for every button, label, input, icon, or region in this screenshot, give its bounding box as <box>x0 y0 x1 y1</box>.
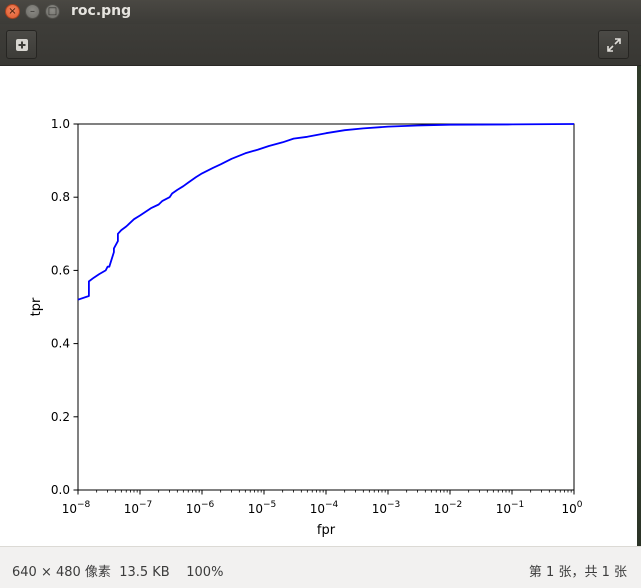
maximize-icon: □ <box>47 5 58 17</box>
x-tick-label: 10−1 <box>496 500 525 516</box>
y-tick-label: 0.8 <box>51 190 70 204</box>
x-tick-label: 10−2 <box>434 500 463 516</box>
image-position: 第 1 张，共 1 张 <box>528 565 627 580</box>
x-tick-label: 100 <box>561 500 582 516</box>
y-axis-label: tpr <box>29 297 44 316</box>
x-axis-label: fpr <box>317 523 336 538</box>
image-viewport[interactable]: 10−8 10−7 10−6 10−5 10−4 10−3 10−2 10−1 100 0.0 0.… <box>0 66 637 546</box>
minimize-icon: – <box>30 5 35 17</box>
background-window-edge <box>637 66 641 546</box>
image-properties-icon <box>15 38 28 51</box>
roc-chart: 10−8 10−7 10−6 10−5 10−4 10−3 10−2 10−1 100 0.0 0.… <box>29 117 583 538</box>
image-dimensions: 640 × 480 像素 <box>12 565 111 580</box>
fullscreen-button[interactable] <box>598 30 629 59</box>
roc-curve-line <box>77 123 575 301</box>
image-properties-button[interactable] <box>6 30 37 59</box>
close-icon: × <box>8 5 17 17</box>
status-info: 640 × 480 像素 13.5 KB 100% <box>12 561 223 580</box>
y-tick-label: 0.2 <box>51 410 70 424</box>
x-tick-label: 10−8 <box>62 500 91 516</box>
minimize-window-button[interactable]: – <box>25 4 40 19</box>
file-size: 13.5 KB <box>119 565 170 580</box>
y-tick-label: 1.0 <box>51 117 70 131</box>
window-titlebar: × – □ roc.png <box>0 0 641 24</box>
x-tick-label: 10−7 <box>124 500 153 516</box>
fullscreen-icon <box>606 37 621 52</box>
status-bar: 640 × 480 像素 13.5 KB 100% 第 1 张，共 1 张 <box>0 546 641 588</box>
y-tick-label: 0.0 <box>51 483 70 497</box>
maximize-window-button[interactable]: □ <box>45 4 60 19</box>
window-title: roc.png <box>71 3 132 19</box>
plot-frame <box>77 123 575 491</box>
x-tick-label: 10−3 <box>372 500 401 516</box>
close-window-button[interactable]: × <box>5 4 20 19</box>
toolbar <box>0 24 641 66</box>
y-tick-label: 0.4 <box>51 337 70 351</box>
x-tick-label: 10−4 <box>310 500 339 516</box>
zoom-level: 100% <box>186 565 224 580</box>
x-tick-label: 10−6 <box>186 500 215 516</box>
y-tick-label: 0.6 <box>51 263 70 277</box>
x-tick-label: 10−5 <box>248 500 277 516</box>
